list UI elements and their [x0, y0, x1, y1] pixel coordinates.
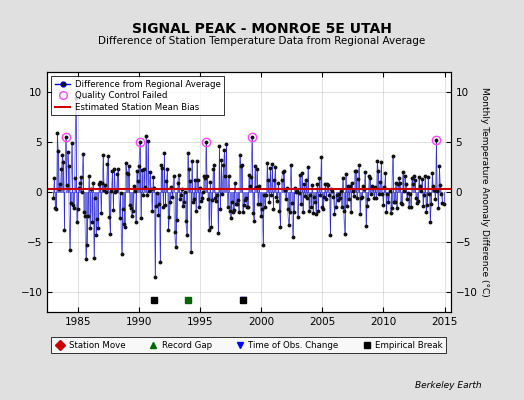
Y-axis label: Monthly Temperature Anomaly Difference (°C): Monthly Temperature Anomaly Difference (… — [480, 87, 489, 297]
Legend: Station Move, Record Gap, Time of Obs. Change, Empirical Break: Station Move, Record Gap, Time of Obs. C… — [51, 338, 446, 353]
Text: Difference of Station Temperature Data from Regional Average: Difference of Station Temperature Data f… — [99, 36, 425, 46]
Text: Berkeley Earth: Berkeley Earth — [416, 381, 482, 390]
Text: SIGNAL PEAK - MONROE 5E UTAH: SIGNAL PEAK - MONROE 5E UTAH — [132, 22, 392, 36]
